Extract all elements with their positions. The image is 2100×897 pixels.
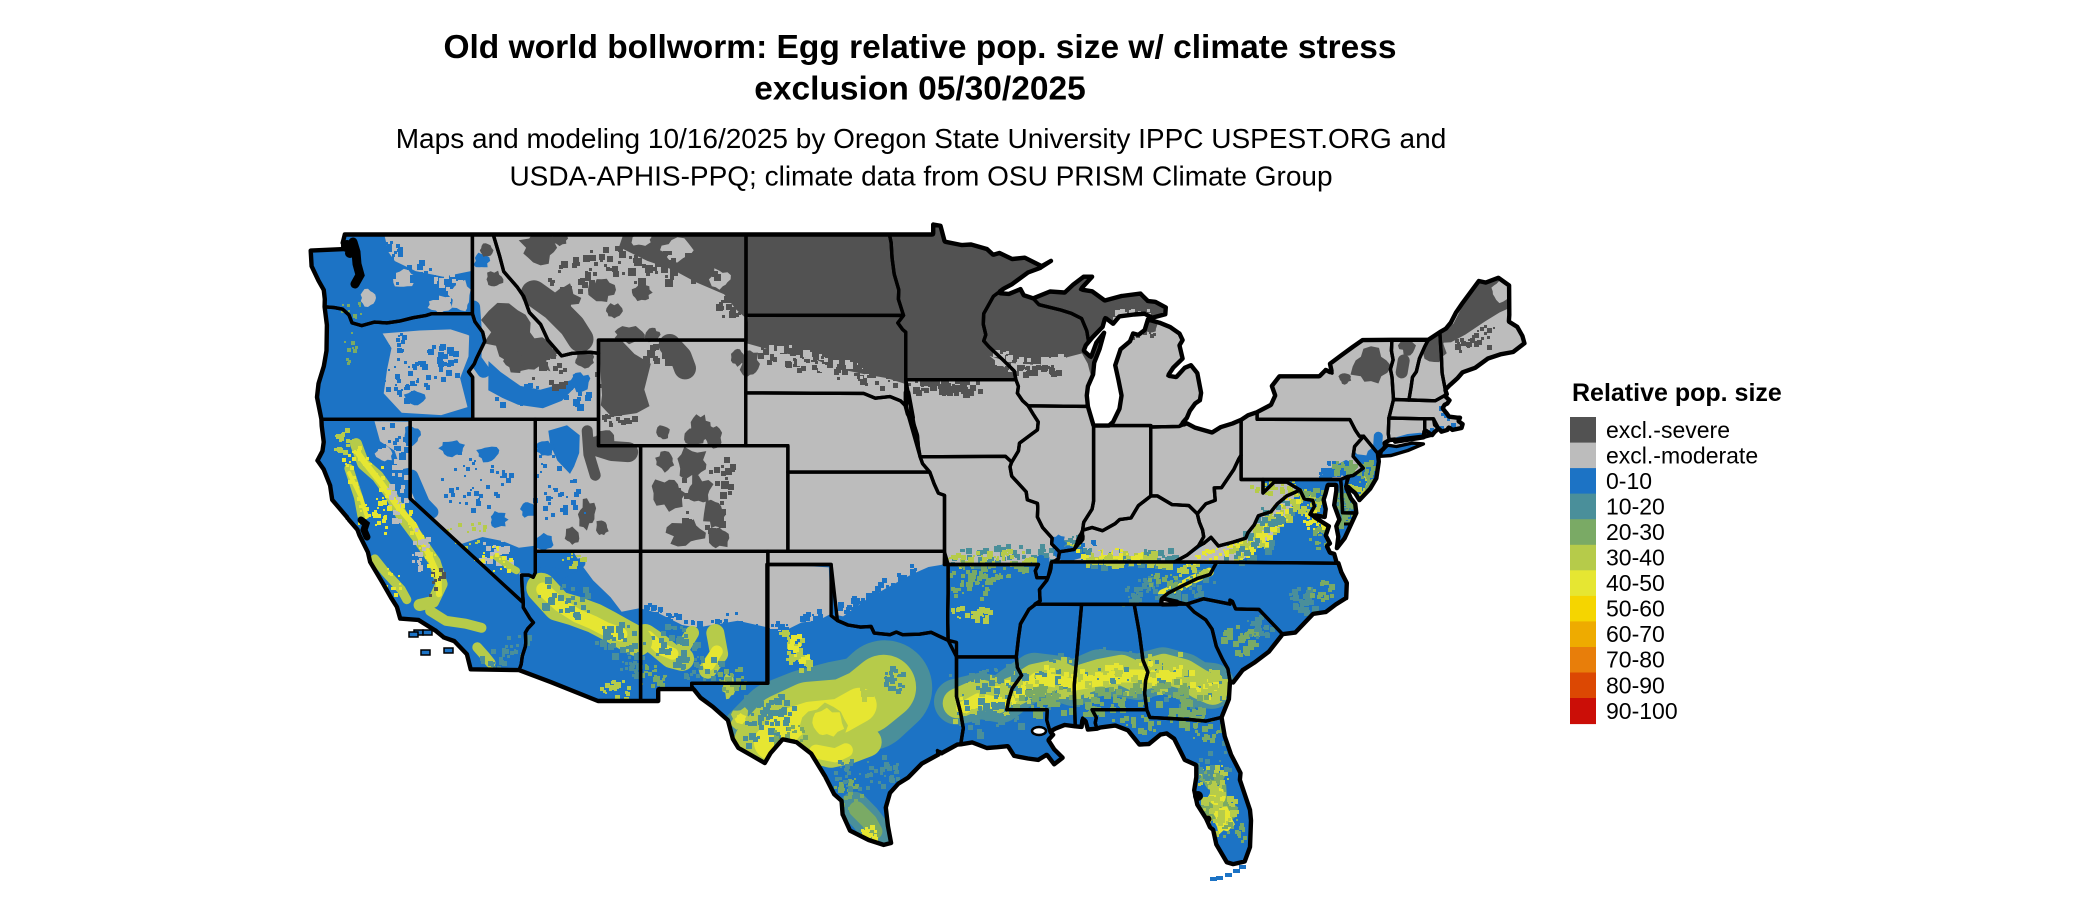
svg-text:0-10: 0-10 (1606, 468, 1652, 494)
svg-text:20-30: 20-30 (1606, 519, 1665, 545)
svg-text:50-60: 50-60 (1606, 596, 1665, 622)
svg-text:10-20: 10-20 (1606, 493, 1665, 519)
svg-text:60-70: 60-70 (1606, 621, 1665, 647)
svg-text:80-90: 80-90 (1606, 672, 1665, 698)
svg-text:exclusion 05/30/2025: exclusion 05/30/2025 (754, 71, 1086, 108)
svg-text:USDA-APHIS-PPQ; climate data f: USDA-APHIS-PPQ; climate data from OSU PR… (509, 161, 1332, 192)
svg-text:excl.-moderate: excl.-moderate (1606, 442, 1758, 468)
svg-text:Old world bollworm: Egg relati: Old world bollworm: Egg relative pop. si… (443, 29, 1396, 66)
svg-text:excl.-severe: excl.-severe (1606, 417, 1730, 443)
svg-text:40-50: 40-50 (1606, 570, 1665, 596)
svg-text:90-100: 90-100 (1606, 698, 1678, 724)
svg-text:70-80: 70-80 (1606, 647, 1665, 673)
svg-text:30-40: 30-40 (1606, 545, 1665, 571)
svg-text:Relative pop. size: Relative pop. size (1572, 379, 1782, 407)
svg-text:Maps and modeling 10/16/2025 b: Maps and modeling 10/16/2025 by Oregon S… (396, 123, 1447, 154)
